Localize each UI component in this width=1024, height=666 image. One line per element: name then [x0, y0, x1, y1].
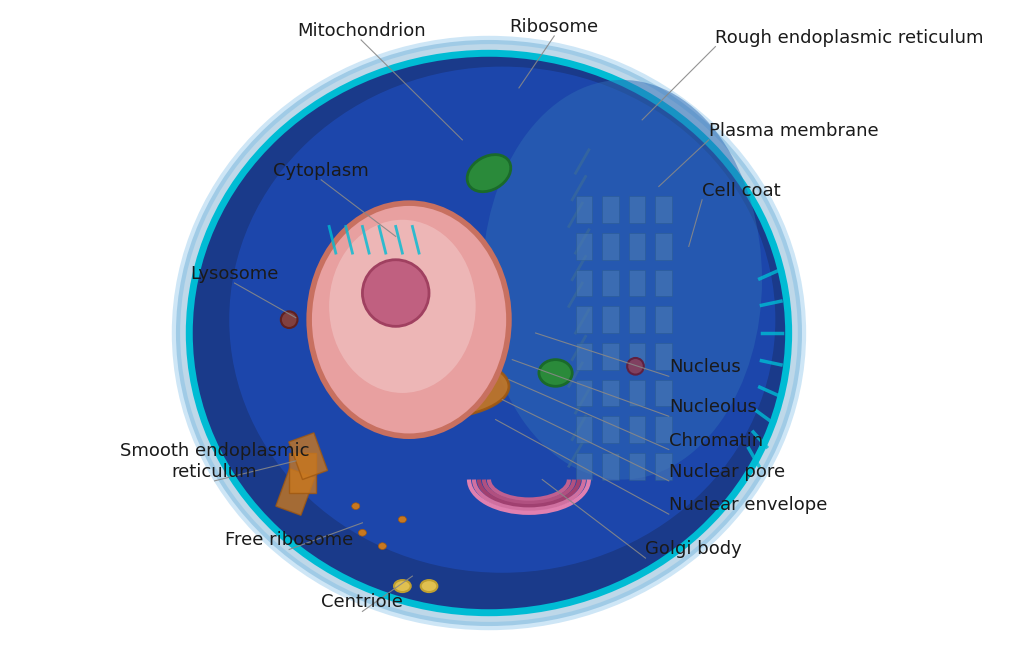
Text: Nucleolus: Nucleolus [669, 398, 757, 416]
Text: Nucleus: Nucleus [669, 358, 740, 376]
Bar [602, 453, 618, 480]
Bar [629, 233, 645, 260]
Text: Plasma membrane: Plasma membrane [709, 122, 879, 140]
Text: Free ribosome: Free ribosome [225, 531, 353, 549]
Ellipse shape [539, 360, 572, 386]
Ellipse shape [398, 516, 407, 523]
Ellipse shape [394, 580, 411, 592]
Bar [575, 453, 592, 480]
Bar [575, 270, 592, 296]
Text: Nuclear pore: Nuclear pore [669, 463, 785, 481]
Bar [655, 380, 672, 406]
Text: Lysosome: Lysosome [190, 265, 279, 283]
Bar [655, 306, 672, 333]
Bar [629, 343, 645, 370]
Ellipse shape [189, 53, 788, 613]
Ellipse shape [176, 40, 802, 626]
Ellipse shape [379, 543, 386, 549]
Bar [629, 306, 645, 333]
Bar [655, 270, 672, 296]
Text: Cell coat: Cell coat [702, 182, 780, 200]
Text: Ribosome: Ribosome [510, 18, 599, 36]
Ellipse shape [358, 529, 367, 536]
Bar [602, 343, 618, 370]
Text: Rough endoplasmic reticulum: Rough endoplasmic reticulum [716, 29, 984, 47]
Bar [655, 453, 672, 480]
Text: Smooth endoplasmic
reticulum: Smooth endoplasmic reticulum [120, 442, 309, 481]
Text: Centriole: Centriole [322, 593, 403, 611]
Bar [602, 196, 618, 223]
Bar [575, 306, 592, 333]
Ellipse shape [309, 203, 509, 436]
Bar [655, 416, 672, 443]
Ellipse shape [229, 67, 775, 573]
Ellipse shape [329, 220, 476, 393]
Bar [655, 196, 672, 223]
Text: Chromatin: Chromatin [669, 432, 763, 450]
Bar [575, 416, 592, 443]
Text: Cytoplasm: Cytoplasm [273, 162, 369, 180]
Ellipse shape [627, 358, 644, 374]
Bar [602, 416, 618, 443]
Bar [655, 233, 672, 260]
Bar [575, 196, 592, 223]
Text: Nuclear envelope: Nuclear envelope [669, 496, 827, 514]
Bar [629, 416, 645, 443]
Bar [575, 380, 592, 406]
Bar [629, 270, 645, 296]
Bar [289, 453, 315, 493]
Text: Mitochondrion: Mitochondrion [297, 22, 425, 40]
Bar [575, 233, 592, 260]
Ellipse shape [467, 155, 511, 192]
Ellipse shape [362, 260, 429, 326]
Ellipse shape [281, 312, 298, 328]
Ellipse shape [352, 503, 359, 509]
Bar [275, 469, 314, 515]
Bar [602, 270, 618, 296]
Text: Golgi body: Golgi body [645, 540, 742, 558]
Bar [602, 233, 618, 260]
Bar [575, 343, 592, 370]
Bar [289, 433, 328, 480]
Bar [655, 343, 672, 370]
Bar [602, 380, 618, 406]
Bar [602, 306, 618, 333]
Bar [629, 196, 645, 223]
Ellipse shape [421, 580, 437, 592]
Bar [629, 453, 645, 480]
Ellipse shape [482, 80, 762, 480]
Ellipse shape [336, 353, 509, 420]
Bar [629, 380, 645, 406]
